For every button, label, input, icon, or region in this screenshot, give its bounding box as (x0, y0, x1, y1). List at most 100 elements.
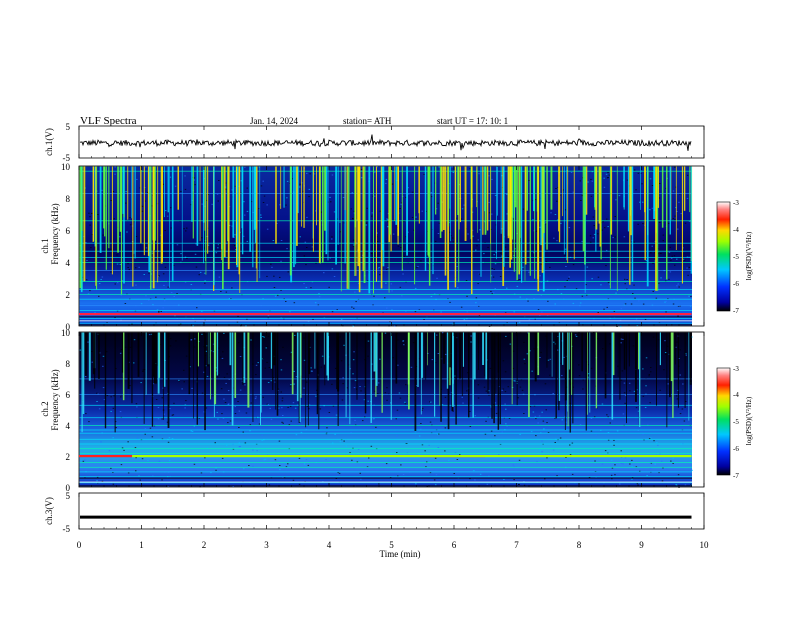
ch2-colorbar: -3 -4 -5 -6 -7 log(PSD)(V²/Hz) (716, 365, 753, 480)
spectrogram-sferic (599, 166, 602, 247)
spectrogram-sferic (427, 166, 430, 257)
spectrogram-speckle (151, 205, 153, 207)
spectrogram-sferic (303, 166, 305, 228)
spectrogram-sferic (260, 332, 262, 413)
spectrogram-speckle (587, 373, 590, 375)
spectrogram-speckle (437, 447, 440, 448)
spectrogram-speckle (390, 453, 392, 455)
spectrogram-sferic (407, 332, 410, 385)
spectrogram-speckle (135, 267, 137, 269)
spectrogram-speckle (281, 421, 283, 423)
spectrogram-sferic (252, 166, 254, 268)
spectrogram-speckle (614, 216, 616, 217)
spectrogram-speckle (127, 263, 129, 265)
spectrogram-speckle (331, 311, 334, 313)
spectrogram-sferic (344, 166, 346, 211)
spectrogram-speckle (374, 195, 376, 197)
spectrogram-sferic (491, 332, 493, 419)
spectrogram-sferic (395, 332, 398, 384)
spectrogram-speckle (260, 217, 262, 218)
spectrogram-speckle (524, 363, 526, 365)
spectrogram-speckle (658, 472, 660, 474)
spectrogram-speckle (402, 273, 404, 275)
spectrogram-speckle (244, 214, 246, 216)
spectrogram-speckle (254, 398, 257, 400)
spectrogram-speckle (545, 222, 547, 224)
spectrogram-speckle (218, 180, 220, 181)
spectrogram-band (79, 250, 692, 252)
spectrogram-speckle (206, 447, 208, 449)
spectrogram-band (79, 170, 692, 172)
spectrogram-speckle (474, 415, 476, 417)
spectrogram-sferic (401, 166, 403, 271)
spectrogram-speckle (359, 386, 361, 387)
spectrogram-speckle (246, 318, 248, 320)
ch1-colorbar-tick-m5: -5 (733, 253, 739, 261)
spectrogram-speckle (145, 166, 147, 168)
spectrogram-speckle (191, 387, 193, 389)
spectrogram-sferic (558, 166, 561, 243)
spectrogram-speckle (688, 295, 690, 297)
spectrogram-speckle (490, 406, 492, 408)
spectrogram-sferic (521, 166, 523, 283)
spectrogram-speckle (238, 342, 240, 344)
spectrogram-speckle (280, 391, 282, 393)
spectrogram-speckle (336, 218, 338, 220)
ch1-spectrogram-image (79, 166, 693, 327)
spectrogram-speckle (360, 168, 363, 170)
spectrogram-speckle (469, 410, 471, 412)
spectrogram-speckle (590, 195, 593, 197)
spectrogram-speckle (100, 441, 102, 443)
spectrogram-speckle (119, 264, 122, 265)
spectrogram-speckle (491, 293, 493, 295)
spectrogram-speckle (387, 267, 389, 268)
spectrogram-sferic (81, 332, 83, 433)
spectrogram-sferic (236, 166, 238, 266)
spectrogram-speckle (528, 271, 530, 273)
spectrogram-speckle (588, 476, 591, 478)
spectrogram-speckle (677, 315, 679, 317)
spectrogram-speckle (672, 462, 674, 464)
spectrogram-speckle (377, 268, 380, 270)
spectrogram-speckle (522, 208, 525, 210)
spectrogram-speckle (441, 404, 444, 406)
spectrogram-speckle (565, 421, 567, 423)
spectrogram-speckle (541, 451, 543, 453)
spectrogram-speckle (110, 396, 112, 398)
spectrogram-sferic (140, 166, 142, 244)
spectrogram-band (79, 289, 692, 290)
spectrogram-speckle (270, 418, 273, 420)
spectrogram-speckle (414, 311, 417, 313)
spectrogram-speckle (169, 176, 172, 178)
spectrogram-speckle (194, 184, 196, 186)
spectrogram-speckle (110, 271, 112, 273)
spectrogram-speckle (401, 202, 403, 204)
spectrogram-speckle (654, 463, 656, 465)
spectrogram-speckle (289, 354, 292, 356)
spectrogram-speckle (492, 292, 495, 294)
spectrogram-speckle (203, 346, 205, 348)
spectrogram-speckle (178, 379, 180, 381)
spectrogram-speckle (290, 351, 293, 353)
spectrogram-sferic (414, 166, 416, 285)
spectrogram-speckle (127, 472, 130, 474)
spectrogram-speckle (654, 252, 656, 254)
spectrogram-speckle (479, 229, 481, 231)
spectrogram-speckle (620, 308, 623, 310)
spectrogram-speckle (339, 336, 341, 338)
spectrogram-speckle (478, 305, 480, 307)
spectrogram-speckle (642, 201, 644, 203)
spectrogram-speckle (579, 302, 582, 304)
spectrogram-speckle (434, 240, 437, 242)
spectrogram-speckle (540, 294, 543, 296)
spectrogram-sferic (82, 332, 85, 414)
spectrogram-sferic (619, 332, 621, 400)
spectrogram-speckle (620, 342, 622, 344)
spectrogram-speckle (613, 444, 615, 446)
spectrogram-speckle (204, 319, 206, 321)
spectrogram-speckle (507, 256, 509, 258)
spectrogram-speckle (642, 303, 645, 305)
spectrogram-speckle (542, 420, 545, 422)
spectrogram-speckle (590, 367, 593, 369)
spectrogram-speckle (203, 371, 205, 373)
